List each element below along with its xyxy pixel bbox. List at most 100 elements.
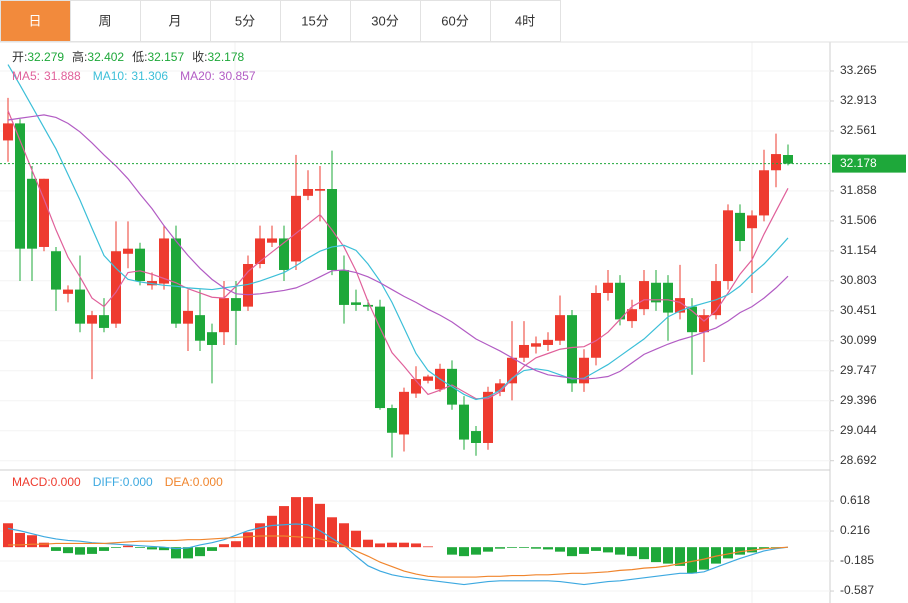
legend-label: DEA: xyxy=(165,475,193,489)
candle-body xyxy=(723,210,733,282)
candle-body xyxy=(291,195,301,262)
line xyxy=(7,523,789,586)
macd-bar xyxy=(711,547,721,564)
tab[interactable]: 60分 xyxy=(420,0,491,42)
last-price-label: 32.178 xyxy=(840,156,877,170)
macd-bar xyxy=(63,547,73,554)
macd-bar xyxy=(207,547,217,551)
macd-bar xyxy=(495,547,505,549)
y-tick-label: 32.913 xyxy=(840,93,877,107)
macd-bar xyxy=(639,547,649,560)
tab-label: 60分 xyxy=(441,13,468,28)
macd-bar xyxy=(231,541,241,548)
legend-value: 31.888 xyxy=(44,69,81,83)
candle-body xyxy=(747,215,757,229)
legend-value: 0.000 xyxy=(51,475,81,489)
macd-bar xyxy=(87,547,97,554)
macd-bar xyxy=(723,547,733,559)
macd-bar xyxy=(159,547,169,551)
candle-body xyxy=(603,282,613,293)
macd-bar xyxy=(483,547,493,552)
macd-bar xyxy=(387,542,397,548)
line xyxy=(7,114,789,380)
candle-body xyxy=(63,289,73,294)
legend-value: 0.000 xyxy=(193,475,223,489)
macd-bar xyxy=(279,506,289,548)
y-tick-label: -0.185 xyxy=(840,553,874,567)
macd-bar xyxy=(351,530,361,548)
tab[interactable]: 4时 xyxy=(490,0,561,42)
macd-bar xyxy=(663,547,673,564)
candle-body xyxy=(711,281,721,316)
macd-bar xyxy=(243,532,253,548)
y-tick-label: 0.618 xyxy=(840,493,870,507)
candle-body xyxy=(423,376,433,381)
macd-bar xyxy=(99,547,109,551)
y-tick-label: 30.099 xyxy=(840,333,877,347)
y-tick-label: 32.561 xyxy=(840,123,877,137)
macd-bar xyxy=(603,547,613,553)
candle-body xyxy=(363,304,373,307)
tab-label: 周 xyxy=(98,13,111,28)
macd-bar xyxy=(555,547,565,552)
y-tick-label: 30.451 xyxy=(840,303,877,317)
line xyxy=(7,110,789,400)
macd-bar xyxy=(267,515,277,548)
tab[interactable]: 15分 xyxy=(280,0,351,42)
macd-bar xyxy=(759,547,769,549)
candle-body xyxy=(399,391,409,435)
legend-label: 低: xyxy=(132,50,147,64)
candle-body xyxy=(627,309,637,322)
candle-body xyxy=(663,282,673,313)
legend-value: 31.306 xyxy=(131,69,168,83)
candle-body xyxy=(759,170,769,216)
tab[interactable]: 日 xyxy=(0,0,71,42)
candle-body xyxy=(507,357,517,384)
y-tick-label: 29.747 xyxy=(840,363,877,377)
candle-body xyxy=(15,123,25,249)
tab[interactable]: 5分 xyxy=(210,0,281,42)
candle-body xyxy=(243,264,253,307)
macd-bar xyxy=(423,546,433,548)
legend-label: DIFF: xyxy=(93,475,123,489)
y-tick-label: 29.044 xyxy=(840,423,877,437)
tab-box xyxy=(490,0,561,42)
macd-bar xyxy=(123,545,133,548)
macd-bar xyxy=(531,547,541,549)
candle-body xyxy=(255,238,265,265)
tab[interactable]: 周 xyxy=(70,0,141,42)
legend-value: 0.000 xyxy=(123,475,153,489)
macd-legend: MACD:0.000 DIFF:0.000 DEA:0.000 xyxy=(12,475,223,489)
candle-body xyxy=(315,189,325,191)
macd-bar xyxy=(15,532,25,548)
macd-bar xyxy=(111,547,121,548)
macd-bar xyxy=(519,547,529,548)
y-tick-label: 28.692 xyxy=(840,453,877,467)
tab-label: 30分 xyxy=(371,13,398,28)
tab[interactable]: 月 xyxy=(140,0,211,42)
macd-bar xyxy=(363,539,373,548)
legend-label: 高: xyxy=(72,49,87,64)
candle-body xyxy=(579,357,589,384)
candle-body xyxy=(411,379,421,394)
macd-bar xyxy=(3,523,13,548)
candle-body xyxy=(639,281,649,310)
macd-bar xyxy=(447,547,457,555)
candle-body xyxy=(555,315,565,341)
tab[interactable]: 30分 xyxy=(350,0,421,42)
candle-body xyxy=(111,251,121,324)
candle-body xyxy=(279,238,289,270)
candle-body xyxy=(39,178,49,247)
tab-label: 15分 xyxy=(301,13,328,28)
tab-label: 5分 xyxy=(235,13,255,28)
candle-body xyxy=(591,292,601,358)
candle-body xyxy=(183,310,193,324)
macd-bar xyxy=(591,547,601,551)
macd-bar xyxy=(147,547,157,550)
macd-bar xyxy=(183,547,193,559)
candle-body xyxy=(471,431,481,443)
y-tick-label: 31.154 xyxy=(840,243,877,257)
last-price-box xyxy=(832,154,906,173)
candle-body xyxy=(351,302,361,305)
candle-body xyxy=(771,154,781,171)
